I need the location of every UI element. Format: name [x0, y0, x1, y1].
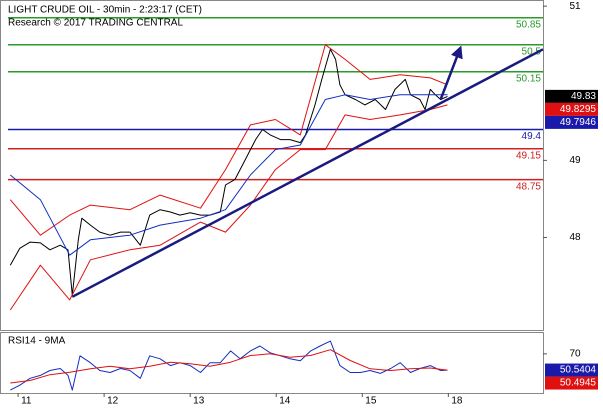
series-line — [9, 44, 448, 236]
y-tick-label: 51 — [569, 1, 581, 12]
x-tick-label: 13 — [193, 396, 205, 407]
price-box — [545, 115, 598, 129]
y-tick-label: 49 — [569, 155, 581, 166]
rsi-title: RSI14 - 9MA — [8, 336, 66, 347]
x-tick-label: 18 — [451, 396, 463, 407]
price-box — [545, 102, 598, 116]
series-line — [71, 48, 544, 298]
x-tick-label: 15 — [365, 396, 377, 407]
price-panel-frame — [0, 0, 544, 331]
series-line — [10, 349, 448, 384]
price-box-label: 50.4945 — [560, 378, 597, 389]
price-box — [545, 89, 598, 103]
level-label: 48.75 — [516, 181, 541, 192]
y-tick-label: 70 — [569, 348, 581, 359]
level-label: 50.5 — [522, 46, 542, 57]
price-box-label: 50.5404 — [560, 365, 597, 376]
level-label: 50.15 — [516, 73, 541, 84]
price-box-label: 49.8295 — [560, 104, 597, 115]
series-line — [10, 340, 448, 391]
y-tick-label: 48 — [569, 232, 581, 243]
rsi-panel-frame — [0, 332, 544, 394]
x-tick-label: 12 — [107, 396, 119, 407]
level-label: 49.4 — [522, 131, 542, 142]
series-line — [9, 104, 448, 311]
price-box — [545, 376, 598, 390]
price-box — [545, 363, 598, 377]
chart-title: LIGHT CRUDE OIL - 30min - 2:23:17 (CET) — [8, 5, 202, 16]
price-box-label: 49.83 — [571, 91, 596, 102]
x-tick-label: 11 — [21, 396, 32, 407]
series-line — [9, 94, 448, 256]
price-box-label: 49.7946 — [560, 117, 597, 128]
x-tick-label: 14 — [279, 396, 291, 407]
chart-subtitle: Research © 2017 TRADING CENTRAL — [8, 18, 183, 29]
series-line — [9, 48, 448, 296]
level-label: 49.15 — [516, 150, 541, 161]
level-label: 50.85 — [516, 19, 541, 30]
arrow — [439, 45, 463, 100]
